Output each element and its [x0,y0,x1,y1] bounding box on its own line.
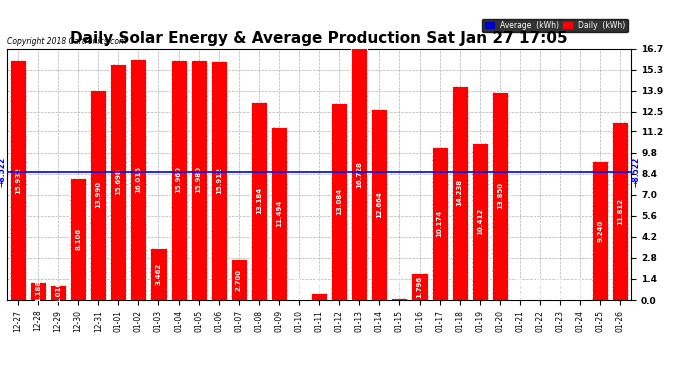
Text: 11.812: 11.812 [618,198,623,225]
Text: 8.106: 8.106 [75,228,81,250]
Bar [371,110,387,300]
Text: 13.850: 13.850 [497,182,503,209]
Bar [331,103,347,300]
Bar [70,178,86,300]
Bar [452,86,468,300]
Bar [190,60,207,300]
Text: →8.522: →8.522 [0,157,7,187]
Bar [452,86,468,300]
Text: 16.728: 16.728 [356,161,362,188]
Text: 9.240: 9.240 [598,219,603,242]
Text: 0.000: 0.000 [537,276,543,298]
Bar [170,60,186,300]
Text: 0.450: 0.450 [316,269,322,291]
Bar [291,299,307,300]
Bar [10,60,26,300]
Text: 0.000: 0.000 [517,276,523,298]
Bar [251,102,267,300]
Bar [170,60,186,300]
Bar [431,147,448,300]
Text: 1.016: 1.016 [55,281,61,303]
Bar [411,273,428,300]
Bar [130,59,146,300]
Text: 15.912: 15.912 [216,167,221,194]
Bar [150,248,166,300]
Text: 13.990: 13.990 [95,181,101,209]
Text: 3.462: 3.462 [155,263,161,285]
Bar [50,285,66,300]
Text: 0.000: 0.000 [296,276,302,298]
Text: 15.698: 15.698 [115,168,121,195]
Text: 15.960: 15.960 [175,166,181,194]
Text: 13.184: 13.184 [256,187,262,214]
Bar [230,260,247,300]
Text: 1.796: 1.796 [417,275,422,297]
Bar [311,293,327,300]
Bar [150,248,166,300]
Text: 2.700: 2.700 [236,268,241,291]
Bar [251,102,267,300]
Bar [592,161,609,300]
Bar [210,61,227,300]
Bar [271,127,287,300]
Bar [472,143,488,300]
Bar [351,48,367,300]
Bar [110,64,126,300]
Bar [10,60,26,300]
Bar [30,282,46,300]
Text: 14.238: 14.238 [457,179,463,207]
Bar [492,92,508,300]
Bar [210,61,227,300]
Bar [190,60,207,300]
Bar [70,178,86,300]
Bar [110,64,126,300]
Bar [492,92,508,300]
Bar [90,90,106,300]
Bar [311,293,327,300]
Bar [130,59,146,300]
Text: 15.932: 15.932 [15,167,21,194]
Text: 11.494: 11.494 [276,200,282,227]
Text: 13.084: 13.084 [336,188,342,215]
Bar [592,161,609,300]
Bar [30,282,46,300]
Bar [512,299,528,300]
Bar [532,299,548,300]
Text: →8.522: →8.522 [631,157,640,187]
Bar [331,103,347,300]
Bar [472,143,488,300]
Text: 0.000: 0.000 [557,276,563,298]
Bar [271,127,287,300]
Text: 0.000: 0.000 [577,276,583,298]
Bar [90,90,106,300]
Bar [351,48,367,300]
Text: 0.154: 0.154 [397,273,402,296]
Text: 10.412: 10.412 [477,208,483,235]
Bar [431,147,448,300]
Text: 15.980: 15.980 [196,166,201,193]
Bar [50,285,66,300]
Text: 12.664: 12.664 [376,191,382,218]
Text: 1.188: 1.188 [35,280,41,302]
Bar [552,299,568,300]
Bar [391,298,408,300]
Bar [411,273,428,300]
Bar [612,122,629,300]
Bar [612,122,629,300]
Bar [230,260,247,300]
Legend: Average  (kWh), Daily  (kWh): Average (kWh), Daily (kWh) [482,19,627,32]
Bar [572,299,588,300]
Bar [391,298,408,300]
Bar [371,110,387,300]
Title: Daily Solar Energy & Average Production Sat Jan 27 17:05: Daily Solar Energy & Average Production … [70,31,568,46]
Text: 10.174: 10.174 [437,210,442,237]
Text: Copyright 2018 Cartronics.com: Copyright 2018 Cartronics.com [7,37,126,46]
Text: 16.016: 16.016 [135,166,141,193]
